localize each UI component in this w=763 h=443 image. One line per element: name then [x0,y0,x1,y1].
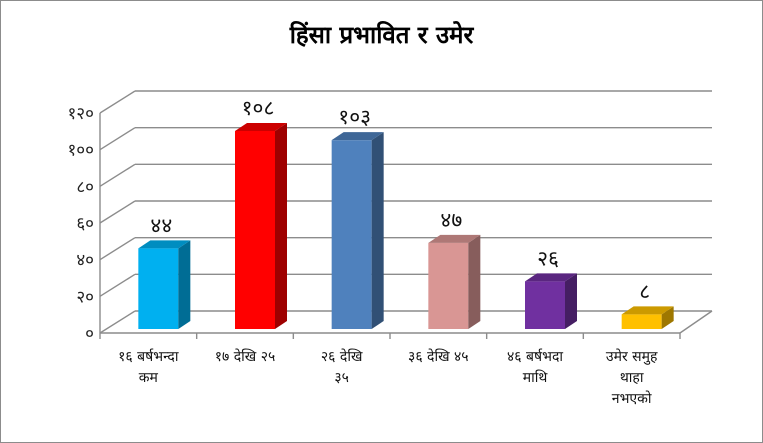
y-tick-label: ४० [76,251,94,271]
data-label: १०८ [242,96,275,120]
bar-front [525,281,565,329]
chart-title: हिंसा प्रभावित र उमेर [289,21,474,49]
bar-front [331,140,372,329]
bar [235,123,287,329]
data-label: ४७ [440,208,462,232]
x-category-label: उमेर समुह थाहा नभएको [606,348,658,407]
bar-side [468,234,481,329]
bars [138,123,674,329]
gridline-side [99,273,136,297]
floor-right-edge [679,310,713,334]
y-tick-label: १२० [67,104,94,124]
gridline-side [99,163,136,187]
bar-top [525,273,577,282]
gridline-side [99,200,136,224]
data-labels: ४४ १०८ १०३ ४७ २६ ८ [150,96,650,303]
bar-front [138,248,179,329]
y-tick-label: ६० [76,214,94,234]
gridlines [99,90,712,334]
bar-side [178,240,191,329]
x-category-label: १६ बर्षभन्दा कम [118,348,179,386]
bar-top [331,132,384,141]
bar-front [235,131,275,329]
bar-side [275,123,287,329]
gridline-side [99,237,136,261]
y-tick-label: १०० [67,141,94,161]
data-label: २६ [537,246,559,270]
bar-top [235,123,287,131]
x-category-labels: १६ बर्षभन्दा कम १७ देखि २५ २६ देखि ३५ ३६ देखि… [118,348,658,407]
bar-top [138,240,191,249]
axes [99,113,713,339]
bar-top [621,306,674,315]
bar-side [565,273,577,329]
bar-side [371,132,384,329]
y-tick-label: २० [76,287,94,307]
bar [138,240,191,329]
bar [331,132,384,329]
bar [621,306,674,329]
bar-side [661,306,674,329]
data-label: १०३ [338,105,371,129]
x-category-label: ३६ देखि ४५ [408,348,469,365]
bar-top [428,234,481,243]
gridline-side [99,90,136,114]
x-category-label: १७ देखि २५ [215,348,276,365]
bar [428,234,481,329]
x-category-label: २६ देखि ३५ [321,348,363,386]
data-label: ८ [639,279,650,303]
gridline-side [99,310,136,334]
bar [525,273,577,329]
data-label: ४४ [150,213,172,237]
gridline-side [99,127,136,151]
bar-front [621,314,662,329]
y-tick-label: ० [85,324,94,344]
bar-front [428,242,469,329]
y-tick-label: ८० [76,177,94,197]
y-tick-labels: ० २० ४० ६० ८० १०० १२० [67,104,94,344]
x-category-label: ४६ बर्षभदा माथि [507,348,563,386]
